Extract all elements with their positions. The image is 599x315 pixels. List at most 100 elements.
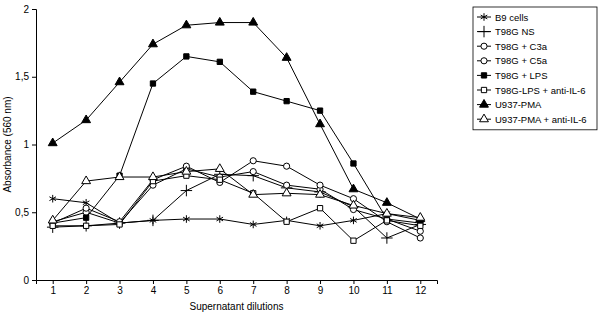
legend: B9 cellsT98G NST98G + C3aT98G + C5aT98G … [473, 7, 597, 130]
x-tick-label: 3 [117, 285, 123, 296]
x-tick-mark [320, 280, 321, 284]
y-tick-label: 1,5 [15, 71, 29, 82]
series-marker [283, 217, 290, 225]
series-marker [217, 215, 224, 223]
x-tick: 9 [318, 280, 324, 296]
series-marker [184, 54, 189, 59]
x-tick-label: 10 [348, 285, 360, 296]
y-tick-mark [32, 77, 36, 78]
x-tick: 1 [50, 280, 56, 296]
series-marker [217, 177, 222, 182]
legend-marker [481, 87, 486, 92]
plot-area: 00,511,52123456789101112 [15, 4, 437, 296]
x-tick-label: 2 [84, 285, 90, 296]
x-tick: 4 [151, 280, 157, 296]
legend-entry: T98G-LPS + anti-IL-6 [477, 85, 586, 96]
series-marker [147, 215, 158, 226]
series-marker [382, 208, 391, 216]
series-marker [317, 108, 322, 113]
legend-label: U937-PMA + anti-IL-6 [495, 114, 587, 125]
x-tick-label: 1 [50, 285, 56, 296]
series-marker [417, 235, 423, 241]
series-marker [384, 219, 390, 225]
legend-marker [480, 114, 489, 122]
legend-label: T98G-LPS + anti-IL-6 [495, 85, 586, 96]
series-marker [116, 219, 123, 227]
x-tick: 12 [415, 280, 427, 296]
x-tick-mark [120, 280, 121, 284]
x-tick-label: 8 [284, 285, 290, 296]
x-tick: 6 [218, 280, 224, 296]
x-tick: 8 [284, 280, 290, 296]
legend-entry: B9 cells [477, 12, 529, 23]
series-line [53, 169, 421, 220]
series-marker [251, 89, 256, 94]
x-axis-title: Supernatant dilutions [190, 301, 284, 312]
legend-entry: T98G NS [477, 26, 535, 37]
x-tick: 3 [117, 280, 123, 296]
y-tick-mark [32, 280, 36, 281]
y-tick-label: 2 [23, 4, 29, 15]
series-marker [50, 223, 55, 228]
series-marker [249, 190, 258, 198]
series-marker [417, 228, 423, 234]
legend-entry: T98G + LPS [477, 70, 548, 81]
x-tick-label: 4 [151, 285, 157, 296]
legend-entry: U937-PMA [477, 99, 542, 110]
series-marker [215, 164, 224, 172]
series-marker [115, 172, 124, 180]
legend-marker [478, 26, 489, 37]
x-tick-mark [253, 280, 254, 284]
x-tick: 2 [84, 280, 90, 296]
x-tick-label: 11 [382, 285, 393, 296]
y-axis: 00,511,52 [15, 4, 36, 286]
y-tick-label: 1 [23, 139, 29, 150]
x-tick-mark [153, 280, 154, 284]
series-marker [384, 218, 389, 223]
series-marker [149, 172, 158, 180]
series-marker [115, 77, 124, 85]
series-marker [349, 200, 358, 208]
legend-marker [481, 58, 487, 64]
series-marker [316, 190, 325, 198]
legend-box [473, 7, 597, 130]
x-tick-mark [186, 280, 187, 284]
y-tick: 1 [23, 139, 36, 150]
series-marker [351, 161, 356, 166]
series-marker [249, 17, 258, 25]
series-marker [349, 184, 358, 192]
series-marker [317, 182, 323, 188]
legend-entry: U937-PMA + anti-IL-6 [477, 114, 587, 125]
x-tick-mark [287, 280, 288, 284]
y-tick-label: 0 [23, 275, 29, 286]
series-marker [82, 176, 91, 184]
series-marker [418, 223, 423, 228]
series-marker [150, 81, 155, 86]
x-tick: 5 [184, 280, 190, 296]
x-tick: 11 [382, 280, 393, 296]
x-axis-line [37, 281, 438, 285]
legend-marker [480, 99, 489, 107]
y-axis-line [32, 10, 37, 281]
series-marker [282, 188, 291, 196]
x-tick-label: 5 [184, 285, 190, 296]
series-marker [48, 215, 57, 223]
x-tick-label: 9 [318, 285, 324, 296]
x-tick-mark [86, 280, 87, 284]
legend-entry: T98G + C5a [477, 55, 548, 66]
x-tick-label: 6 [218, 285, 224, 296]
chart: 00,511,52123456789101112Supernatant dilu… [0, 0, 599, 315]
series-marker [82, 115, 91, 123]
series-marker [350, 217, 357, 225]
series-marker [182, 166, 191, 174]
series-marker [381, 232, 392, 243]
series-line [53, 161, 421, 238]
x-tick: 10 [348, 280, 360, 296]
x-axis: 123456789101112 [37, 280, 438, 296]
series-marker [182, 20, 191, 28]
series-marker [183, 215, 190, 223]
series-marker [351, 238, 356, 243]
y-axis-title: Absorbance (560 nm) [2, 96, 13, 192]
series-line [53, 169, 421, 231]
series-marker [284, 163, 290, 169]
